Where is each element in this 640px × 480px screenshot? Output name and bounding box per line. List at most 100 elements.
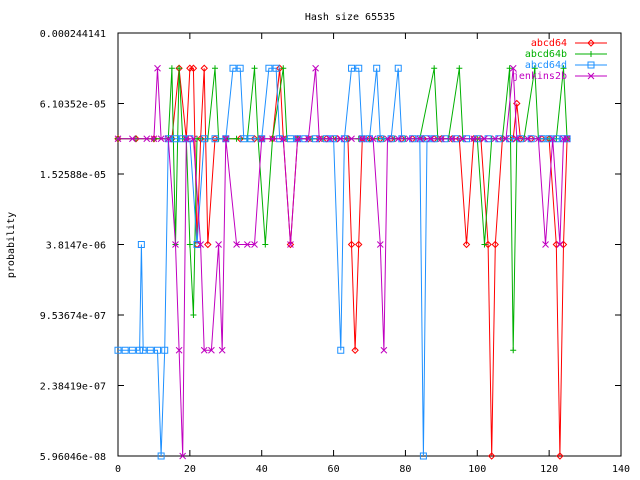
data-point-cross [215,241,222,248]
data-point-cross [143,135,151,143]
data-point-square [373,64,381,72]
data-point-plus [456,65,463,72]
legend-label: abcd64b [525,49,567,60]
data-point-cross [157,135,165,143]
data-point-plus [588,51,594,57]
data-point-cross [222,135,230,143]
data-point-cross [587,72,595,80]
data-point-cross [394,135,402,143]
data-point-cross [348,135,355,143]
legend-item: abcd64b [525,49,607,60]
data-point-square [240,135,248,143]
data-point-diamond [304,135,313,143]
data-point-cross [208,346,215,354]
chart-title: Hash size 65535 [305,12,395,23]
data-point-cross [179,452,187,460]
data-point-diamond [196,135,205,143]
data-point-square [128,346,136,354]
data-point-square [587,61,595,69]
x-tick-label: 40 [256,464,268,475]
data-point-cross [513,135,521,143]
data-point-cross [258,135,266,143]
data-point-square [236,64,244,72]
data-point-diamond [437,135,446,143]
data-point-cross [405,135,413,143]
data-point-diamond [189,64,198,72]
data-point-plus [186,241,193,248]
y-tick-label: 9.53674e-07 [40,311,106,322]
data-point-square [200,135,208,143]
data-point-cross [233,241,240,248]
data-point-diamond [448,135,456,143]
legend-item: abcd64 [531,38,607,49]
x-tick-label: 0 [115,464,121,475]
x-tick-label: 60 [328,464,340,475]
data-point-diamond [200,64,208,72]
data-point-diamond [491,240,499,249]
data-point-cross [563,135,571,143]
data-point-cross [535,135,542,143]
data-point-diamond [204,240,212,249]
data-point-cross [427,135,434,143]
data-point-diamond [556,452,564,460]
data-point-cross [243,241,251,248]
data-point-cross [369,135,377,143]
data-point-plus [176,65,183,72]
data-point-cross [549,135,557,143]
y-tick-label: 1.52588e-05 [40,170,106,181]
data-point-square [376,135,384,143]
data-point-cross [459,135,467,143]
data-point-cross [326,135,334,143]
data-point-plus [168,65,175,72]
data-point-diamond [487,452,496,460]
data-point-plus [506,65,513,72]
data-point-cross [287,241,294,248]
data-point-cross [448,135,456,143]
data-point-cross [200,346,208,354]
data-point-cross [315,135,323,143]
legend-label: jenkins2b [513,71,567,82]
legend-label: abcd64 [531,38,567,49]
x-tick-label: 120 [540,464,558,475]
data-point-cross [470,135,478,143]
data-point-cross [154,64,161,72]
data-point-cross [358,135,366,143]
data-point-square [121,346,129,354]
data-point-plus [262,241,269,248]
data-point-square [337,346,345,354]
data-point-plus [280,65,287,72]
data-point-diamond [250,135,259,143]
data-point-square [419,452,427,460]
legend-item: jenkins2b [513,71,607,82]
data-point-plus [194,135,201,142]
data-point-diamond [355,240,363,249]
data-point-cross [384,135,391,143]
data-point-diamond [286,240,295,249]
y-tick-label: 6.10352e-05 [40,100,106,111]
data-point-plus [531,65,538,72]
data-point-square [229,64,237,72]
data-point-cross [175,346,183,354]
series-layer [114,64,571,460]
data-point-diamond [462,240,471,249]
data-point-square [137,240,145,248]
data-point-square [394,64,402,72]
data-point-cross [129,135,136,143]
data-point-square [265,64,273,72]
data-point-diamond [275,64,284,72]
data-point-diamond [484,240,492,249]
data-point-cross [172,241,179,248]
data-point-diamond [351,346,359,354]
data-point-cross [190,135,197,143]
data-point-cross [197,241,204,248]
data-point-square [161,346,169,354]
data-point-plus [481,241,488,248]
data-point-square [146,346,154,354]
data-point-diamond [469,135,478,143]
data-point-cross [491,135,499,143]
data-point-cross [269,135,276,143]
y-tick-label: 0.000244141 [40,29,106,40]
data-point-cross [337,135,345,143]
data-point-diamond [587,39,595,47]
